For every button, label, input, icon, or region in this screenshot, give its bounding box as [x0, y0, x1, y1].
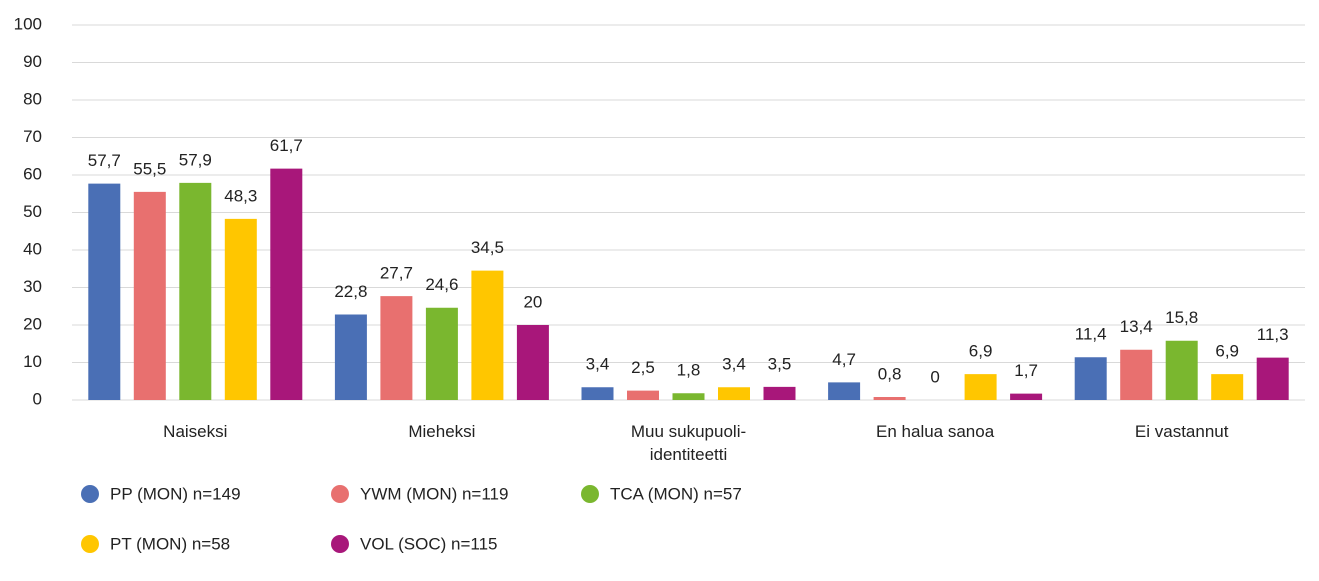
y-tick-label: 0 [33, 389, 42, 408]
x-tick-label: Mieheksi [408, 422, 475, 441]
bar [516, 325, 549, 400]
legend-marker [81, 535, 99, 553]
bar [1074, 357, 1107, 400]
data-label: 2,5 [631, 358, 655, 377]
bar [88, 183, 121, 400]
y-tick-label: 60 [23, 164, 42, 183]
x-tick-label: Muu sukupuoli-identiteetti [631, 422, 746, 464]
x-tick-label: Naiseksi [163, 422, 227, 441]
data-label: 0,8 [878, 364, 902, 383]
y-tick-label: 80 [23, 89, 42, 108]
bar [581, 387, 614, 400]
data-label: 20 [523, 292, 542, 311]
legend-marker [81, 485, 99, 503]
y-tick-label: 90 [23, 52, 42, 71]
bar [1165, 340, 1198, 400]
bar [425, 307, 458, 400]
bar [1256, 357, 1289, 400]
bar [763, 386, 796, 400]
data-label: 3,5 [768, 354, 792, 373]
data-label: 3,4 [722, 355, 746, 374]
bar [873, 397, 906, 400]
legend-marker [331, 485, 349, 503]
data-label: 61,7 [270, 136, 303, 155]
data-label: 4,7 [832, 350, 856, 369]
data-label: 11,3 [1257, 325, 1289, 344]
bar [1010, 393, 1043, 400]
legend-label: TCA (MON) n=57 [610, 484, 742, 503]
data-label: 3,4 [586, 355, 610, 374]
data-label: 6,9 [969, 342, 993, 361]
y-tick-label: 20 [23, 314, 42, 333]
y-tick-label: 40 [23, 239, 42, 258]
legend-label: VOL (SOC) n=115 [360, 534, 497, 553]
y-tick-label: 10 [23, 352, 42, 371]
data-label: 24,6 [425, 275, 458, 294]
data-label: 34,5 [471, 238, 504, 257]
bar [334, 314, 367, 400]
data-label: 6,9 [1215, 342, 1239, 361]
bar [718, 387, 750, 400]
data-label: 57,9 [179, 150, 212, 169]
data-label: 55,5 [133, 159, 166, 178]
data-label: 1,7 [1014, 361, 1038, 380]
legend-label: PP (MON) n=149 [110, 484, 241, 503]
legend-label: PT (MON) n=58 [110, 534, 230, 553]
data-label: 57,7 [88, 151, 121, 170]
data-label: 1,8 [677, 361, 701, 380]
x-tick-label: En halua sanoa [876, 422, 995, 441]
bar [471, 270, 504, 400]
y-tick-label: 100 [14, 14, 42, 33]
bar [179, 182, 212, 400]
legend-label: YWM (MON) n=119 [360, 484, 508, 503]
data-label: 27,7 [380, 264, 413, 283]
bar [380, 296, 413, 400]
data-label: 0 [930, 367, 939, 386]
bar [627, 390, 659, 400]
bar [1120, 349, 1153, 400]
x-tick-label: Ei vastannut [1135, 422, 1229, 441]
bar [964, 374, 997, 400]
legend-marker [331, 535, 349, 553]
data-label: 15,8 [1165, 308, 1198, 327]
data-label: 13,4 [1120, 317, 1153, 336]
data-label: 48,3 [224, 186, 257, 205]
bar [1211, 374, 1244, 400]
bar [133, 191, 166, 400]
data-label: 22,8 [334, 282, 367, 301]
y-tick-label: 70 [23, 127, 42, 146]
data-label: 11,4 [1075, 325, 1107, 344]
bar [828, 382, 861, 400]
bar [270, 168, 303, 400]
legend-marker [581, 485, 599, 503]
y-tick-label: 30 [23, 277, 42, 296]
bar [672, 393, 705, 400]
y-tick-label: 50 [23, 202, 42, 221]
bar [224, 218, 257, 400]
